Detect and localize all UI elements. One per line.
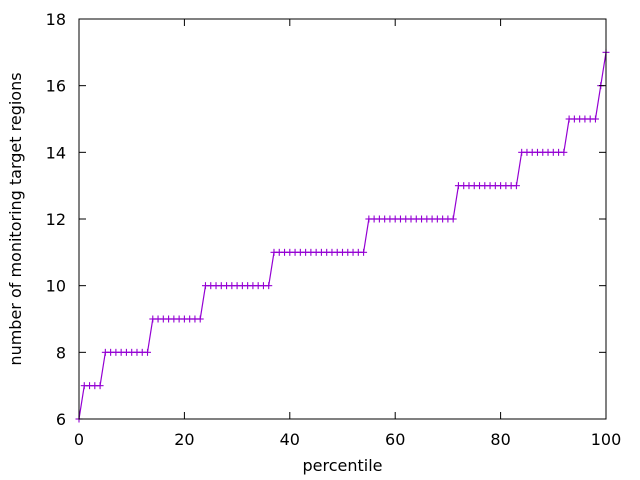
data-point	[265, 282, 273, 290]
y-tick-label: 12	[46, 210, 66, 229]
x-tick-label: 0	[74, 430, 84, 449]
y-tick-label: 18	[46, 10, 66, 29]
plot-marks	[75, 48, 610, 423]
y-axis-label: number of monitoring target regions	[6, 72, 25, 365]
plot-frame	[78, 18, 607, 420]
x-tick-label: 20	[174, 430, 194, 449]
y-tick-label: 8	[56, 343, 66, 362]
x-tick-label: 100	[591, 430, 622, 449]
y-tick-label: 14	[46, 143, 66, 162]
data-point	[560, 148, 568, 156]
y-tick-label: 16	[46, 77, 66, 96]
y-tick-label: 10	[46, 277, 66, 296]
data-point	[96, 382, 104, 390]
y-tick-label: 6	[56, 410, 66, 429]
x-axis-label: percentile	[302, 456, 382, 475]
x-tick-label: 40	[280, 430, 300, 449]
data-point	[196, 315, 204, 323]
data-point	[512, 182, 520, 190]
data-point	[360, 248, 368, 256]
series-line	[78, 52, 607, 420]
data-point	[144, 348, 152, 356]
data-point	[449, 215, 457, 223]
data-point	[591, 115, 599, 123]
x-tick-label: 80	[490, 430, 510, 449]
axes: 0 20 40 60 80 100 6 8 10 12 14 16 18	[46, 10, 622, 449]
x-tick-label: 60	[385, 430, 405, 449]
